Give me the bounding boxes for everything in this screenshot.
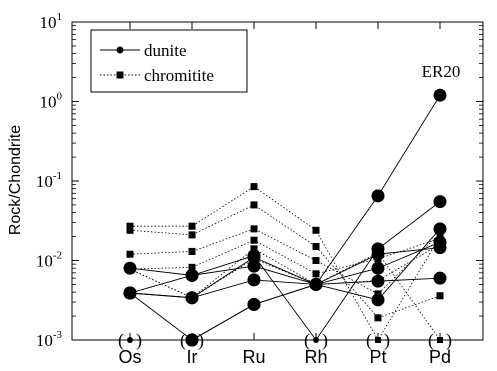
data-point-dunite: [185, 268, 199, 282]
data-point-dunite: [433, 271, 447, 285]
data-point-chromitite: [250, 255, 258, 263]
detection-limit-paren-close: ): [198, 330, 204, 351]
data-point-chromitite: [436, 240, 444, 248]
y-tick-exponent: -2: [53, 250, 62, 262]
data-point-dunite: [433, 195, 447, 209]
y-tick-base: 10: [36, 252, 53, 271]
detection-limit-paren-open: (: [428, 330, 434, 351]
detection-limit-paren-close: ): [322, 330, 328, 351]
detection-limit-paren-close: ): [136, 330, 142, 351]
series-line-dunite: [130, 94, 441, 341]
data-point-chromitite: [312, 257, 320, 264]
data-point-chromitite: [312, 243, 320, 251]
x-tick-label-pt: Pt: [369, 347, 386, 367]
data-point-dunite: [247, 259, 261, 273]
x-tick-label-ir: Ir: [187, 347, 198, 367]
data-point-chromitite: [312, 226, 320, 234]
y-tick-exponent: 1: [57, 11, 63, 23]
data-point-chromitite: [126, 265, 134, 273]
data-point-chromitite: [250, 245, 258, 253]
legend-marker-dunite: [116, 46, 124, 54]
data-point-chromitite: [188, 231, 196, 239]
data-point-dunite: [123, 286, 137, 300]
data-point-chromitite: [126, 250, 134, 258]
data-point-chromitite: [374, 290, 382, 298]
data-point-chromitite: [312, 270, 320, 278]
data-point-dunite: [247, 273, 261, 287]
annotation-er20: ER20: [422, 62, 461, 81]
data-point-chromitite: [188, 222, 196, 230]
data-point-dunite-detection-limit: [127, 337, 133, 343]
data-point-dunite: [371, 261, 385, 275]
data-point-chromitite: [188, 263, 196, 271]
data-point-chromitite: [436, 234, 444, 242]
data-point-chromitite: [250, 236, 258, 244]
data-point-dunite: [185, 333, 199, 347]
data-point-dunite: [247, 297, 261, 311]
y-tick-label: 10-1: [36, 170, 62, 191]
y-tick-base: 10: [36, 331, 53, 350]
data-point-chromitite: [374, 314, 382, 322]
series-line-chromitite: [129, 237, 441, 275]
y-axis-label: Rock/Chondrite: [7, 125, 24, 235]
y-tick-exponent: -3: [53, 329, 63, 341]
y-tick-label: 101: [40, 11, 63, 32]
data-point-chromitite: [374, 249, 382, 257]
y-tick-exponent: -1: [53, 170, 62, 182]
data-point-chromitite: [188, 294, 196, 302]
series-line-dunite: [129, 228, 441, 301]
data-point-chromitite-detection-limit: [437, 337, 443, 343]
series-line-chromitite: [130, 186, 441, 341]
legend-box: [90, 29, 248, 93]
detection-limit-paren-open: (: [118, 330, 124, 351]
series-line-dunite: [129, 201, 441, 341]
detection-limit-paren-close: ): [384, 330, 390, 351]
data-point-chromitite: [436, 292, 444, 300]
series-line-chromitite: [129, 204, 441, 319]
detection-limit-paren-close: ): [446, 330, 452, 351]
data-point-chromitite: [126, 222, 134, 230]
data-point-chromitite: [374, 255, 382, 263]
y-tick-base: 10: [40, 93, 57, 112]
y-tick-base: 10: [40, 13, 57, 32]
x-tick-label-os: Os: [118, 347, 141, 367]
data-point-dunite: [433, 88, 447, 102]
data-point-chromitite: [312, 280, 320, 288]
data-point-chromitite: [126, 226, 134, 234]
data-point-chromitite: [250, 201, 258, 209]
y-tick-base: 10: [36, 172, 53, 191]
data-point-chromitite: [250, 225, 258, 233]
y-tick-label: 10-3: [36, 329, 63, 350]
data-point-chromitite: [436, 229, 444, 237]
detection-limit-paren-open: (: [180, 330, 186, 351]
legend-marker-chromitite: [116, 71, 124, 79]
series-line-chromitite: [129, 243, 441, 299]
y-tick-label: 10-2: [36, 250, 62, 271]
data-point-chromitite: [188, 247, 196, 255]
series-line-dunite: [129, 247, 441, 299]
series-line-dunite: [129, 241, 441, 341]
detection-limit-paren-open: (: [304, 330, 310, 351]
x-tick-label-ru: Ru: [242, 347, 265, 367]
data-point-dunite-detection-limit: [313, 337, 319, 343]
x-tick-label-rh: Rh: [304, 347, 327, 367]
detection-limit-paren-open: (: [366, 330, 372, 351]
x-tick-label-pd: Pd: [429, 347, 451, 367]
y-tick-label: 100: [40, 91, 63, 112]
data-point-chromitite: [374, 277, 382, 285]
legend: dunite chromitite: [90, 29, 248, 93]
data-point-dunite: [371, 189, 385, 203]
series-line-dunite: [129, 265, 441, 294]
data-point-chromitite-detection-limit: [375, 337, 381, 343]
legend-label-dunite: dunite: [144, 41, 187, 60]
y-tick-exponent: 0: [57, 91, 63, 103]
data-point-chromitite: [250, 183, 258, 191]
legend-label-chromitite: chromitite: [144, 66, 214, 85]
